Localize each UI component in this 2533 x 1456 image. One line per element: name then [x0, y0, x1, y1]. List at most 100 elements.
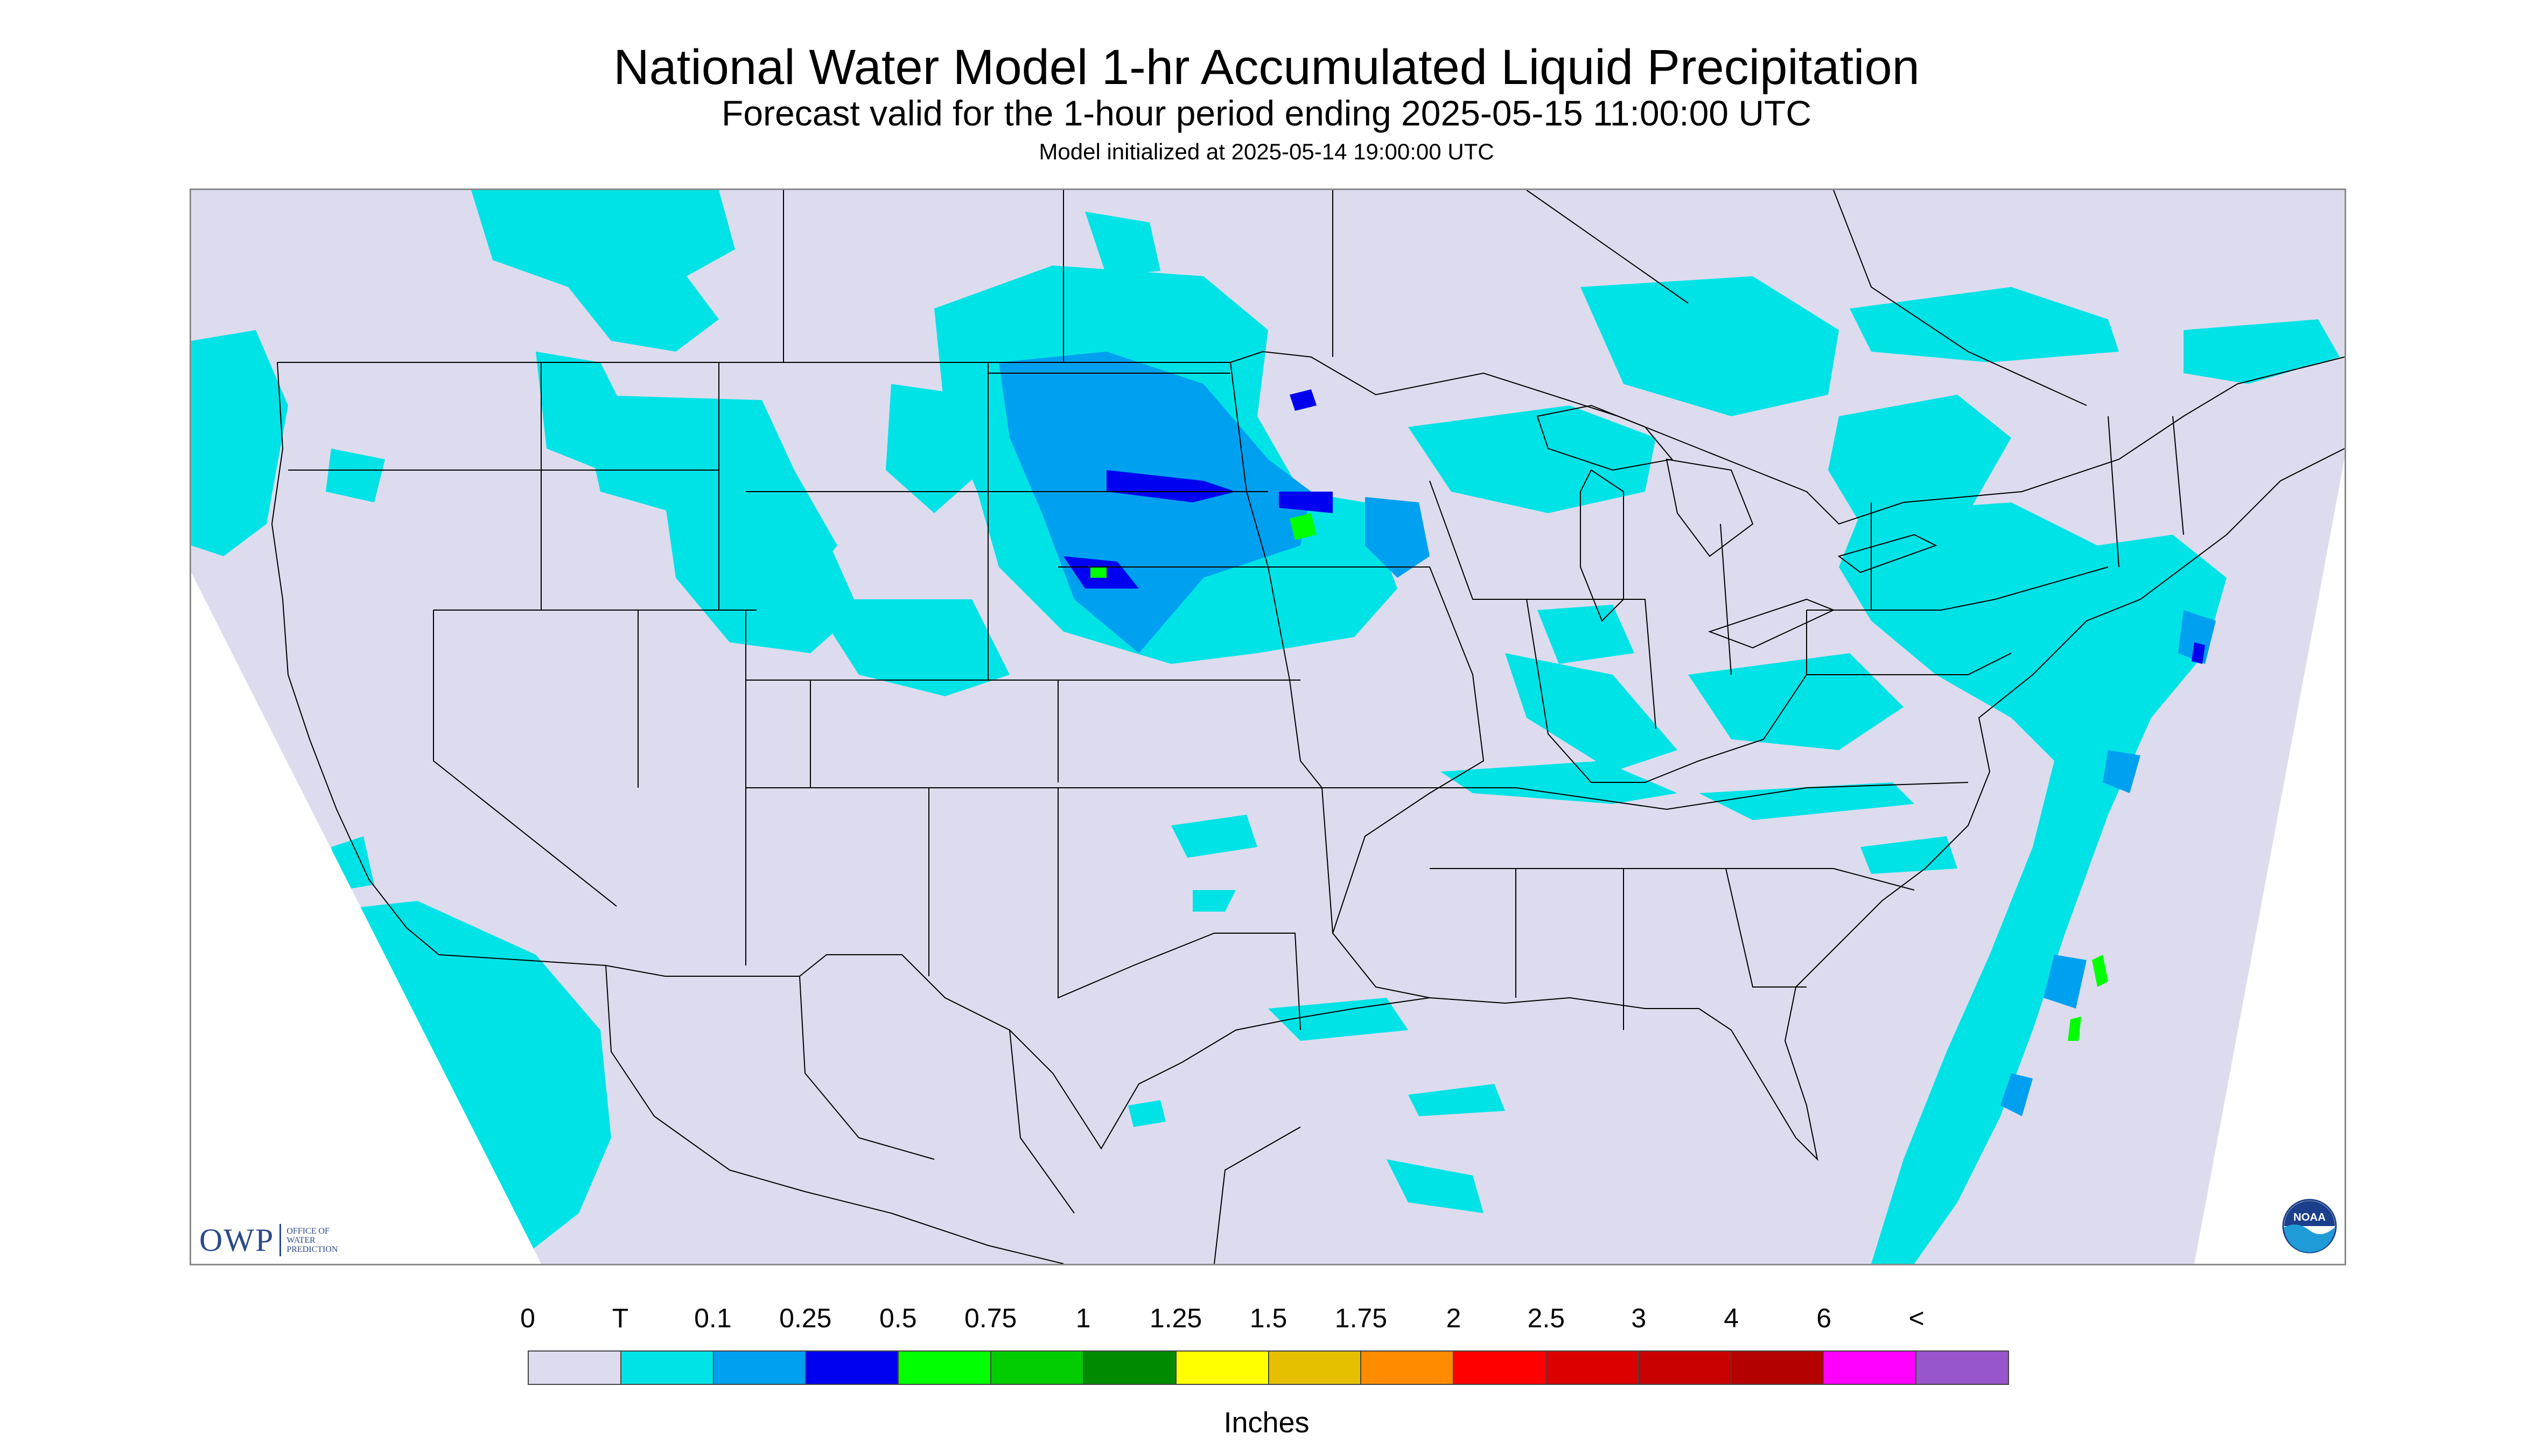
precip-area	[2103, 750, 2140, 793]
map-title: National Water Model 1-hr Accumulated Li…	[613, 40, 1920, 95]
state-line-mi-oh	[1720, 523, 1732, 675]
state-line-nv-ca	[433, 610, 617, 907]
legend-swatch	[1454, 1352, 1547, 1384]
precip-area	[2044, 955, 2087, 1009]
state-line-tn-nc	[1322, 782, 1969, 810]
owp-divider	[279, 1224, 282, 1256]
precip-area	[1408, 1084, 1505, 1116]
precip-area	[191, 330, 288, 556]
state-lines-plains	[929, 362, 1322, 1031]
precip-area	[1828, 395, 2011, 524]
precip-area	[2000, 1073, 2033, 1116]
precip-area	[1387, 1159, 1484, 1213]
owp-wordmark: OWP	[199, 1222, 275, 1258]
legend-swatch	[991, 1352, 1084, 1384]
lake-ontario	[1837, 534, 1937, 573]
lake-michigan	[1580, 469, 1624, 622]
state-line-in-oh	[1527, 599, 1656, 729]
precip-area	[1440, 761, 1677, 804]
mexico-state-line	[799, 976, 935, 1160]
legend-label: 0.75	[964, 1303, 1017, 1333]
mexico-state-line	[1214, 1126, 1301, 1264]
precip-area	[326, 449, 385, 502]
legend-swatch	[1824, 1352, 1917, 1384]
legend-label: 0.5	[879, 1303, 917, 1333]
precip-area	[1365, 497, 1430, 578]
legend-label: 6	[1816, 1303, 1832, 1333]
legend-swatch	[1083, 1352, 1177, 1384]
owp-logo: OWP OFFICE OF WATER PREDICTION	[199, 1221, 338, 1259]
precip-area	[2178, 610, 2216, 664]
legend-swatch	[1546, 1352, 1639, 1384]
precip-area	[1193, 890, 1236, 912]
legend-swatch	[713, 1352, 807, 1384]
precip-area	[1268, 998, 1408, 1041]
us-canada-border	[277, 351, 2345, 525]
precip-area	[1505, 653, 1677, 772]
legend-swatch	[1731, 1352, 1824, 1384]
lake-superior	[1536, 404, 1673, 471]
model-init-line: Model initialized at 2025-05-14 19:00:00…	[1039, 139, 1494, 164]
precip-area	[1171, 815, 1257, 858]
precip-area	[1085, 212, 1160, 276]
legend-label: 0	[520, 1303, 535, 1333]
legend-label: 4	[1724, 1303, 1739, 1333]
precipitation-map	[191, 190, 2345, 1264]
legend-swatch	[1176, 1352, 1269, 1384]
legend-label: 1.5	[1249, 1303, 1288, 1333]
legend-label: <	[1908, 1303, 1925, 1333]
precip-area	[665, 502, 859, 653]
legend-label: 0.25	[779, 1303, 832, 1333]
precip-area	[810, 599, 1010, 696]
state-line-wy	[746, 491, 989, 681]
political-boundaries	[271, 190, 2345, 1264]
legend-swatch	[806, 1352, 899, 1384]
precip-area	[1290, 513, 1317, 540]
map-frame	[190, 188, 2346, 1265]
province-line	[1526, 190, 1689, 304]
precip-area	[1699, 782, 1914, 820]
precip-area	[1537, 605, 1634, 664]
precip-area	[1128, 1100, 1166, 1127]
legend-swatch	[1916, 1352, 2008, 1384]
state-lines-northeast	[1871, 416, 2184, 610]
state-lines-midwest	[1268, 566, 1485, 998]
precip-area	[1860, 836, 1957, 874]
legend-swatch	[1269, 1352, 1362, 1384]
legend-label: T	[612, 1303, 629, 1333]
precip-moderate	[999, 352, 2216, 1116]
owp-subtitle: OFFICE OF WATER PREDICTION	[286, 1226, 338, 1254]
precip-area	[1580, 276, 1839, 416]
lake-huron	[1666, 458, 1754, 557]
legend-colorbar	[528, 1350, 2009, 1385]
state-lines-deep-south	[1515, 868, 1807, 1030]
legend-label: 1.25	[1149, 1303, 1202, 1333]
precip-area	[1688, 653, 1904, 750]
legend-label: 0.1	[694, 1303, 732, 1333]
state-lines-ohio-valley	[1429, 480, 1807, 783]
precip-area	[2192, 642, 2205, 664]
legend-label: 2	[1446, 1303, 1461, 1333]
precip-area	[2076, 653, 2151, 739]
noaa-logo-text: NOAA	[2293, 1212, 2326, 1223]
mexico-state-line	[1009, 1030, 1075, 1214]
precip-very-heavy	[1090, 513, 2108, 1041]
state-lines-mid-atlantic	[1807, 566, 2109, 675]
legend-label: 1.75	[1334, 1303, 1388, 1333]
precip-area	[1107, 470, 1236, 502]
legend-swatch	[899, 1352, 992, 1384]
state-line-ms-al-ga	[1430, 868, 1915, 891]
precip-area	[999, 352, 1311, 653]
legend-label: 1	[1075, 1303, 1091, 1333]
legend-label: 3	[1631, 1303, 1647, 1333]
precip-area	[2092, 955, 2108, 987]
precip-area	[1090, 567, 1107, 578]
precip-area	[471, 190, 735, 352]
map-subtitle: Forecast valid for the 1-hour period end…	[722, 93, 1811, 133]
precip-area	[2068, 1017, 2081, 1041]
precip-area	[1850, 287, 2119, 362]
legend-swatch	[529, 1352, 621, 1384]
legend-swatch	[621, 1352, 714, 1384]
us-mexico-border	[438, 954, 1290, 1150]
west-coastline	[271, 362, 439, 955]
